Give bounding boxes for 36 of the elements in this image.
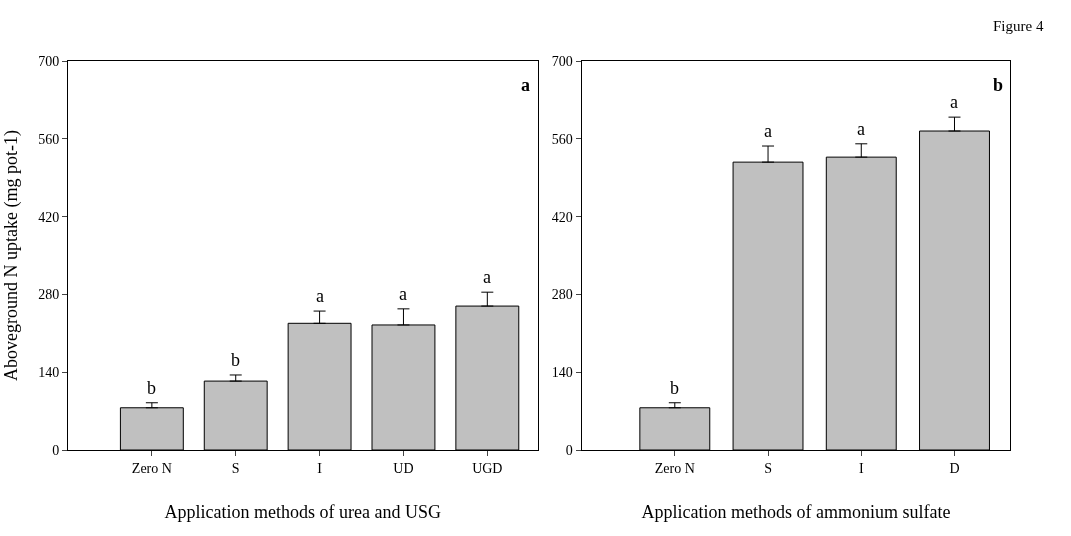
- y-tick-label: 140: [551, 365, 573, 381]
- x-tick-label: S: [231, 460, 240, 476]
- annotation: b: [993, 75, 1004, 95]
- annotation: a: [857, 119, 865, 139]
- caption: Figure 4: [993, 18, 1044, 34]
- annotation: b: [147, 378, 156, 398]
- annotation: b: [231, 350, 240, 370]
- y-tick-label: 140: [38, 365, 60, 381]
- y-tick-label: 700: [38, 53, 60, 69]
- y-tick-label: 280: [551, 287, 573, 303]
- annotation: a: [764, 121, 772, 141]
- x-tick-label: D: [949, 460, 960, 476]
- y-tick-label: 420: [551, 209, 573, 225]
- y-tick-label: 420: [38, 209, 60, 225]
- x-tick-label: UGD: [472, 460, 503, 476]
- y-tick-label: 560: [551, 131, 573, 147]
- annotation: a: [316, 286, 324, 306]
- y-axis-title: Aboveground N uptake (mg pot-1): [1, 130, 23, 381]
- x-tick-label: I: [317, 460, 323, 476]
- y-tick-label: 280: [38, 287, 60, 303]
- x-axis-title: Application methods of ammonium sulfate: [641, 501, 951, 522]
- annotation: a: [950, 92, 958, 112]
- annotation: a: [521, 75, 530, 95]
- y-tick-label: 700: [551, 53, 573, 69]
- x-tick-label: S: [764, 460, 772, 476]
- y-tick-label: 0: [565, 442, 573, 458]
- y-tick-label: 0: [52, 442, 60, 458]
- x-tick-label: Zero N: [654, 460, 695, 476]
- annotation: a: [399, 284, 407, 304]
- annotation: b: [670, 378, 679, 398]
- x-axis-title: Application methods of urea and USG: [164, 501, 442, 522]
- x-tick-label: Zero N: [131, 460, 172, 476]
- annotation: a: [483, 267, 491, 287]
- x-tick-label: I: [858, 460, 864, 476]
- y-tick-label: 560: [38, 131, 60, 147]
- x-tick-label: UD: [393, 460, 414, 476]
